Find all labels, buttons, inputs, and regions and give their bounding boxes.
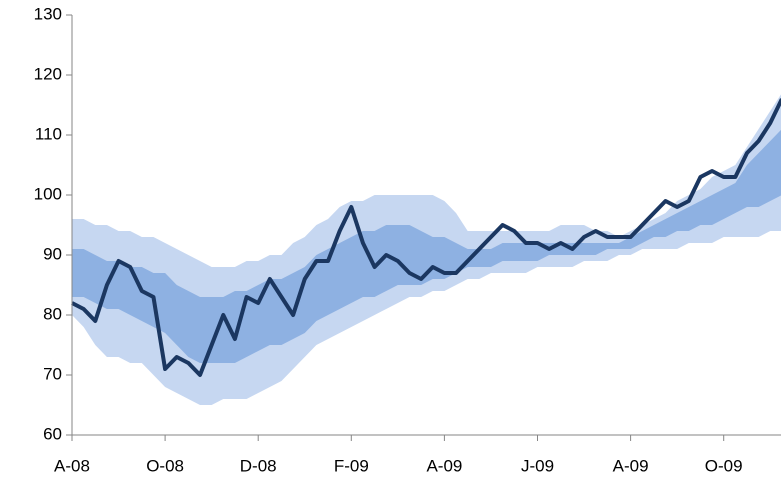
x-tick-label: A-09 [613, 456, 649, 475]
x-tick-label: A-09 [426, 456, 462, 475]
x-tick-label: F-09 [334, 456, 369, 475]
y-tick-label: 130 [34, 4, 62, 23]
y-tick-label: 110 [35, 124, 62, 143]
y-tick-label: 120 [34, 64, 62, 83]
fan-band [72, 129, 781, 363]
y-tick-label: 60 [43, 424, 62, 443]
x-tick-label: D-08 [240, 456, 277, 475]
y-tick-label: 90 [43, 244, 62, 263]
y-tick-label: 100 [34, 184, 62, 203]
x-tick-label: O-09 [705, 456, 743, 475]
x-tick-label: A-08 [54, 456, 90, 475]
data-line [71, 98, 781, 377]
y-tick-label: 80 [43, 304, 62, 323]
y-tick-label: 70 [43, 364, 62, 383]
x-tick-label: O-08 [146, 456, 184, 475]
x-tick-label: J-09 [521, 456, 554, 475]
